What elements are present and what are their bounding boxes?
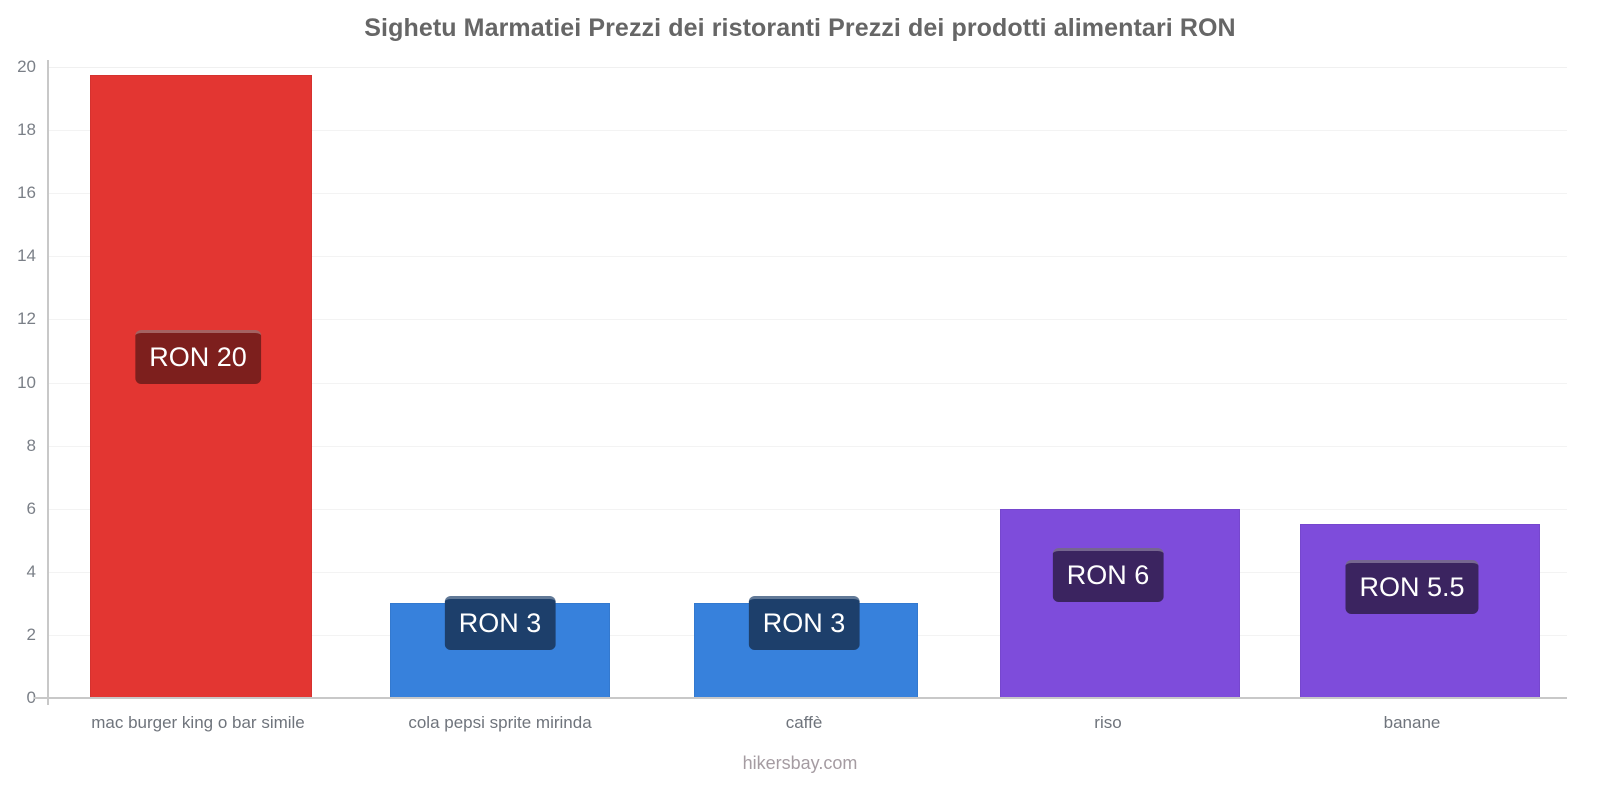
bar-value-label: RON 3 bbox=[444, 596, 556, 650]
gridline bbox=[47, 445, 1567, 447]
x-axis-tick-label: cola pepsi sprite mirinda bbox=[408, 713, 592, 732]
y-axis-line bbox=[47, 60, 49, 705]
gridline bbox=[47, 130, 1567, 132]
y-axis-tick-label: 8 bbox=[26, 435, 36, 455]
y-axis-tick-label: 6 bbox=[26, 498, 36, 518]
y-axis-tick-label: 16 bbox=[17, 183, 36, 203]
bar[interactable] bbox=[1000, 508, 1240, 698]
footer-attribution: hikersbay.com bbox=[742, 753, 858, 773]
gridline bbox=[47, 571, 1567, 573]
gridline bbox=[47, 508, 1567, 510]
chart-title: Sighetu Marmatiei Prezzi dei ristoranti … bbox=[364, 14, 1236, 42]
x-axis-tick-label: riso bbox=[1094, 713, 1122, 732]
bar-value-label: RON 5.5 bbox=[1345, 560, 1479, 614]
x-axis-tick-label: caffè bbox=[785, 713, 823, 732]
y-axis-tick-label: 4 bbox=[26, 561, 36, 581]
bar-value-label: RON 6 bbox=[1052, 548, 1164, 602]
bar-value-label: RON 3 bbox=[748, 596, 860, 650]
bar[interactable] bbox=[90, 74, 312, 698]
bar-value-label: RON 20 bbox=[135, 330, 261, 384]
y-axis-tick-label: 10 bbox=[17, 372, 36, 392]
y-axis-tick-label: 20 bbox=[17, 57, 36, 76]
y-axis-tick-label: 14 bbox=[17, 246, 36, 266]
x-axis-line bbox=[34, 697, 1567, 699]
gridline bbox=[47, 319, 1567, 321]
gridline bbox=[47, 256, 1567, 258]
y-axis-tick-label: 2 bbox=[26, 624, 36, 644]
gridline bbox=[47, 193, 1567, 195]
x-axis-tick-label: mac burger king o bar simile bbox=[91, 713, 305, 732]
y-axis-tick-labels: 0 2 4 6 8 10 12 14 16 18 20 bbox=[0, 0, 36, 800]
y-axis-tick-label: 18 bbox=[17, 120, 36, 140]
y-axis-tick-label: 12 bbox=[17, 309, 36, 329]
gridline bbox=[47, 67, 1567, 68]
plot-area bbox=[47, 67, 1567, 698]
x-axis-tick-label: banane bbox=[1383, 713, 1441, 732]
y-axis-tick-label: 0 bbox=[26, 688, 36, 707]
gridline bbox=[47, 382, 1567, 384]
